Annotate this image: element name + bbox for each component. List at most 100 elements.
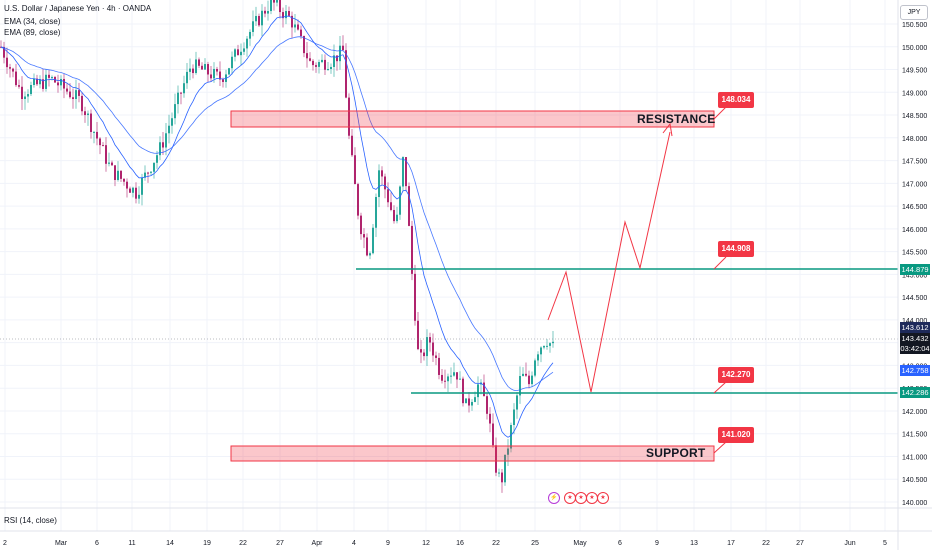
candle-body [3, 46, 5, 58]
candle-body [36, 78, 38, 85]
time-tick-label: 22 [239, 540, 247, 547]
lightning-icon[interactable]: ⚡ [548, 492, 560, 504]
us-flag-icon[interactable]: ★ [597, 492, 609, 504]
symbol-legend[interactable]: U.S. Dollar / Japanese Yen · 4h · OANDA [4, 4, 151, 14]
candle-body [510, 425, 512, 449]
candle-body [450, 375, 452, 377]
price-tag-lower-line: 142.286 [900, 387, 930, 398]
candle-body [261, 10, 263, 26]
candle-body [492, 423, 494, 446]
price-tick-label: 145.000 [902, 272, 927, 279]
candle-body [528, 375, 530, 385]
callout-leader-lower [713, 381, 727, 394]
candle-body [258, 15, 260, 26]
candle-body [66, 88, 68, 92]
candle-body [282, 12, 284, 19]
candle-body [402, 157, 404, 187]
candle-body [303, 36, 305, 54]
price-tick-label: 150.000 [902, 45, 927, 52]
candle-body [111, 162, 113, 166]
candle-body [519, 376, 521, 396]
callout-upper-line[interactable]: 144.908 [718, 241, 754, 257]
candle-body [279, 0, 281, 13]
candle-body [495, 445, 497, 473]
candle-body [291, 15, 293, 28]
candle-body [48, 74, 50, 78]
candle-body [30, 84, 32, 95]
candle-body [411, 225, 413, 274]
candle-body [222, 79, 224, 82]
candle-body [78, 90, 80, 96]
candle-body [441, 374, 443, 381]
candle-body [219, 71, 221, 80]
candle-body [75, 90, 77, 99]
time-axis[interactable]: 2 Mar 6 11 14 19 22 27 Apr 4 9 12 16 22 25 May 6 9 13 17 22 2… [3, 540, 887, 547]
candle-body [351, 135, 353, 156]
callout-resistance[interactable]: 148.034 [718, 92, 754, 108]
candle-body [108, 162, 110, 164]
candle-body [192, 68, 194, 74]
candle-body [156, 155, 158, 163]
candle-body [465, 398, 467, 404]
price-tick-label: 141.000 [902, 454, 927, 461]
candle-body [201, 65, 203, 70]
candle-body [204, 64, 206, 70]
candle-body [312, 60, 314, 66]
time-tick-label: May [573, 540, 587, 547]
candle-body [438, 357, 440, 375]
candle-body [186, 71, 188, 84]
candle-body [324, 59, 326, 70]
candle-body [135, 187, 137, 199]
symbol-title: U.S. Dollar / Japanese Yen · 4h · OANDA [4, 4, 152, 13]
candle-body [12, 68, 14, 72]
candle-body [390, 202, 392, 210]
candle-body [393, 209, 395, 222]
candle-body [363, 234, 365, 238]
candle-body [57, 82, 59, 86]
time-tick-label: 9 [386, 540, 390, 547]
ema-89-label: EMA (89, close) [4, 28, 61, 37]
time-tick-label: Apr [312, 540, 324, 547]
candle-body [360, 215, 362, 235]
candle-body [372, 227, 374, 254]
candle-body [180, 92, 182, 94]
callout-lower-line[interactable]: 142.270 [718, 367, 754, 383]
candle-body [216, 68, 218, 72]
price-tick-label: 146.500 [902, 204, 927, 211]
candle-body [336, 55, 338, 62]
economic-events[interactable]: ⚡ ★ ★ ★ ★ [548, 492, 609, 504]
ema-34-legend[interactable]: EMA (34, close) [4, 17, 60, 27]
callout-support[interactable]: 141.020 [718, 427, 754, 443]
candle-body [117, 170, 119, 180]
candle-body [33, 78, 35, 85]
price-tick-label: 149.000 [902, 90, 927, 97]
candle-body [339, 45, 341, 62]
price-tag-ema34: 142.758 [900, 365, 930, 376]
ema-34-line [0, 15, 554, 438]
time-tick-label: 13 [690, 540, 698, 547]
ema-89-line [0, 36, 554, 392]
candle-body [255, 15, 257, 22]
ema-89-legend[interactable]: EMA (89, close) [4, 28, 60, 38]
projection-path[interactable] [547, 131, 671, 393]
rsi-legend[interactable]: RSI (14, close) [4, 516, 57, 525]
candle-body [69, 91, 71, 98]
candle-body [147, 172, 149, 174]
candle-body [42, 79, 44, 89]
candle-body [177, 92, 179, 105]
support-zone[interactable] [230, 445, 715, 462]
resistance-label: RESISTANCE [637, 112, 716, 126]
candle-body [93, 131, 95, 133]
candle-body [327, 69, 329, 71]
candle-body [273, 0, 275, 3]
candle-body [270, 0, 272, 12]
candle-body [27, 94, 29, 97]
candle-body [396, 214, 398, 222]
price-tick-label: 144.500 [902, 295, 927, 302]
candle-body [468, 398, 470, 406]
candle-body [252, 21, 254, 32]
currency-button[interactable]: JPY [900, 5, 928, 20]
candle-body [102, 145, 104, 147]
price-tick-label: 148.500 [902, 113, 927, 120]
